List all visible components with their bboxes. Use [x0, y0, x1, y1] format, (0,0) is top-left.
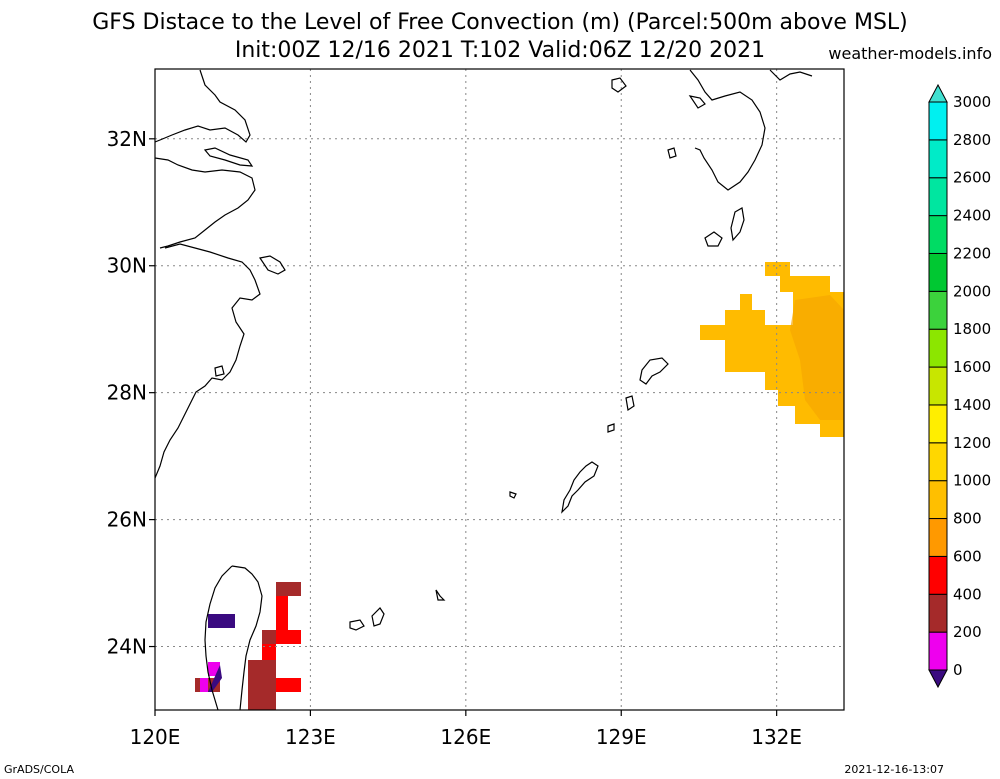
y-tick-label: 30N — [107, 254, 147, 278]
chart-subtitle: Init:00Z 12/16 2021 T:102 Valid:06Z 12/2… — [234, 38, 766, 63]
coastline-tanegashima — [730, 207, 745, 242]
coastlines — [155, 69, 813, 710]
colorbar-swatch — [928, 328, 948, 368]
colorbar-label: 1200 — [953, 434, 991, 452]
coastline-okinoerabu — [607, 423, 615, 433]
colorbar-label: 2000 — [953, 282, 991, 300]
lfc-field — [195, 262, 844, 710]
x-axis: 120E 123E 126E 129E 132E — [130, 710, 802, 749]
coastline-zhoushan — [259, 255, 286, 275]
colorbar-label: 600 — [953, 547, 982, 565]
colorbar-label: 2200 — [953, 244, 991, 262]
colorbar-label: 3000 — [953, 93, 991, 111]
y-tick-label: 24N — [107, 635, 147, 659]
colorbar-swatch — [928, 593, 948, 633]
x-tick-label: 126E — [440, 725, 491, 749]
coastline-yangtze-estuary — [155, 157, 256, 249]
colorbar-swatch — [928, 442, 948, 482]
coastline-kyushu-islands — [611, 77, 706, 109]
y-tick-label: 32N — [107, 127, 147, 151]
colorbar-swatch — [928, 215, 948, 254]
colorbar-swatch — [928, 366, 948, 406]
colorbar-swatch — [928, 480, 948, 520]
site-credit: weather-models.info — [828, 44, 992, 63]
coastline-shikoku — [769, 69, 813, 81]
colorbar-swatch — [928, 631, 948, 671]
coastline-china-north — [155, 69, 251, 143]
colorbar-swatch — [928, 177, 948, 217]
colorbar-label: 1400 — [953, 396, 991, 414]
colorbar-label: 2600 — [953, 169, 991, 187]
colorbar-label: 1600 — [953, 358, 991, 376]
colorbar-label: 800 — [953, 510, 982, 528]
chart-title: GFS Distace to the Level of Free Convect… — [92, 10, 908, 35]
x-tick-label: 129E — [596, 725, 647, 749]
colorbar-swatch — [928, 252, 948, 292]
coastline-goto — [667, 147, 677, 159]
colorbar-label: 1000 — [953, 472, 991, 490]
map-grid — [155, 69, 844, 710]
coastline-kyushu — [689, 69, 766, 191]
coastline-amami — [639, 357, 669, 385]
colorbar-label: 2800 — [953, 131, 991, 149]
coastline-tokunoshima — [625, 395, 635, 412]
coastline-taiwan — [204, 565, 263, 710]
colorbar-label: 2400 — [953, 207, 991, 225]
colorbar-underflow-swatch — [928, 669, 948, 689]
x-tick-label: 123E — [285, 725, 336, 749]
y-tick-label: 26N — [107, 508, 147, 532]
colorbar-label: 0 — [953, 661, 963, 679]
coastline-kerama — [509, 491, 517, 499]
coastline-ishigaki — [349, 607, 385, 631]
colorbar-swatch — [928, 290, 948, 330]
y-axis: 24N 26N 28N 30N 32N — [107, 127, 155, 659]
colorbar-swatch — [928, 101, 948, 141]
coastline-chongming — [203, 147, 254, 167]
colorbar-swatch — [928, 555, 948, 595]
generated-timestamp: 2021-12-16-13:07 — [844, 763, 944, 776]
y-tick-label: 28N — [107, 381, 147, 405]
colorbar-swatch — [928, 139, 948, 179]
coastline-zhejiang — [155, 243, 261, 479]
software-credit: GrADS/COLA — [4, 763, 74, 776]
colorbar-swatch — [928, 404, 948, 444]
coastline-okinawa — [561, 461, 599, 514]
plot-frame — [154, 68, 845, 711]
colorbar-label: 400 — [953, 585, 982, 603]
colorbar: 0 200 400 600 800 1000 1200 1400 1600 1800 2000 220… — [928, 83, 991, 689]
lfc-area-east-core — [790, 295, 844, 420]
colorbar-label: 200 — [953, 623, 982, 641]
x-tick-label: 132E — [751, 725, 802, 749]
colorbar-swatch — [928, 518, 948, 557]
coastline-yakushima — [704, 231, 723, 247]
coastline-miyako — [435, 589, 446, 601]
coastline-fujian-islets — [214, 365, 225, 377]
lfc-area-southwest — [195, 582, 301, 710]
colorbar-overflow-swatch — [928, 83, 948, 103]
colorbar-label: 1800 — [953, 320, 991, 338]
x-tick-label: 120E — [130, 725, 181, 749]
